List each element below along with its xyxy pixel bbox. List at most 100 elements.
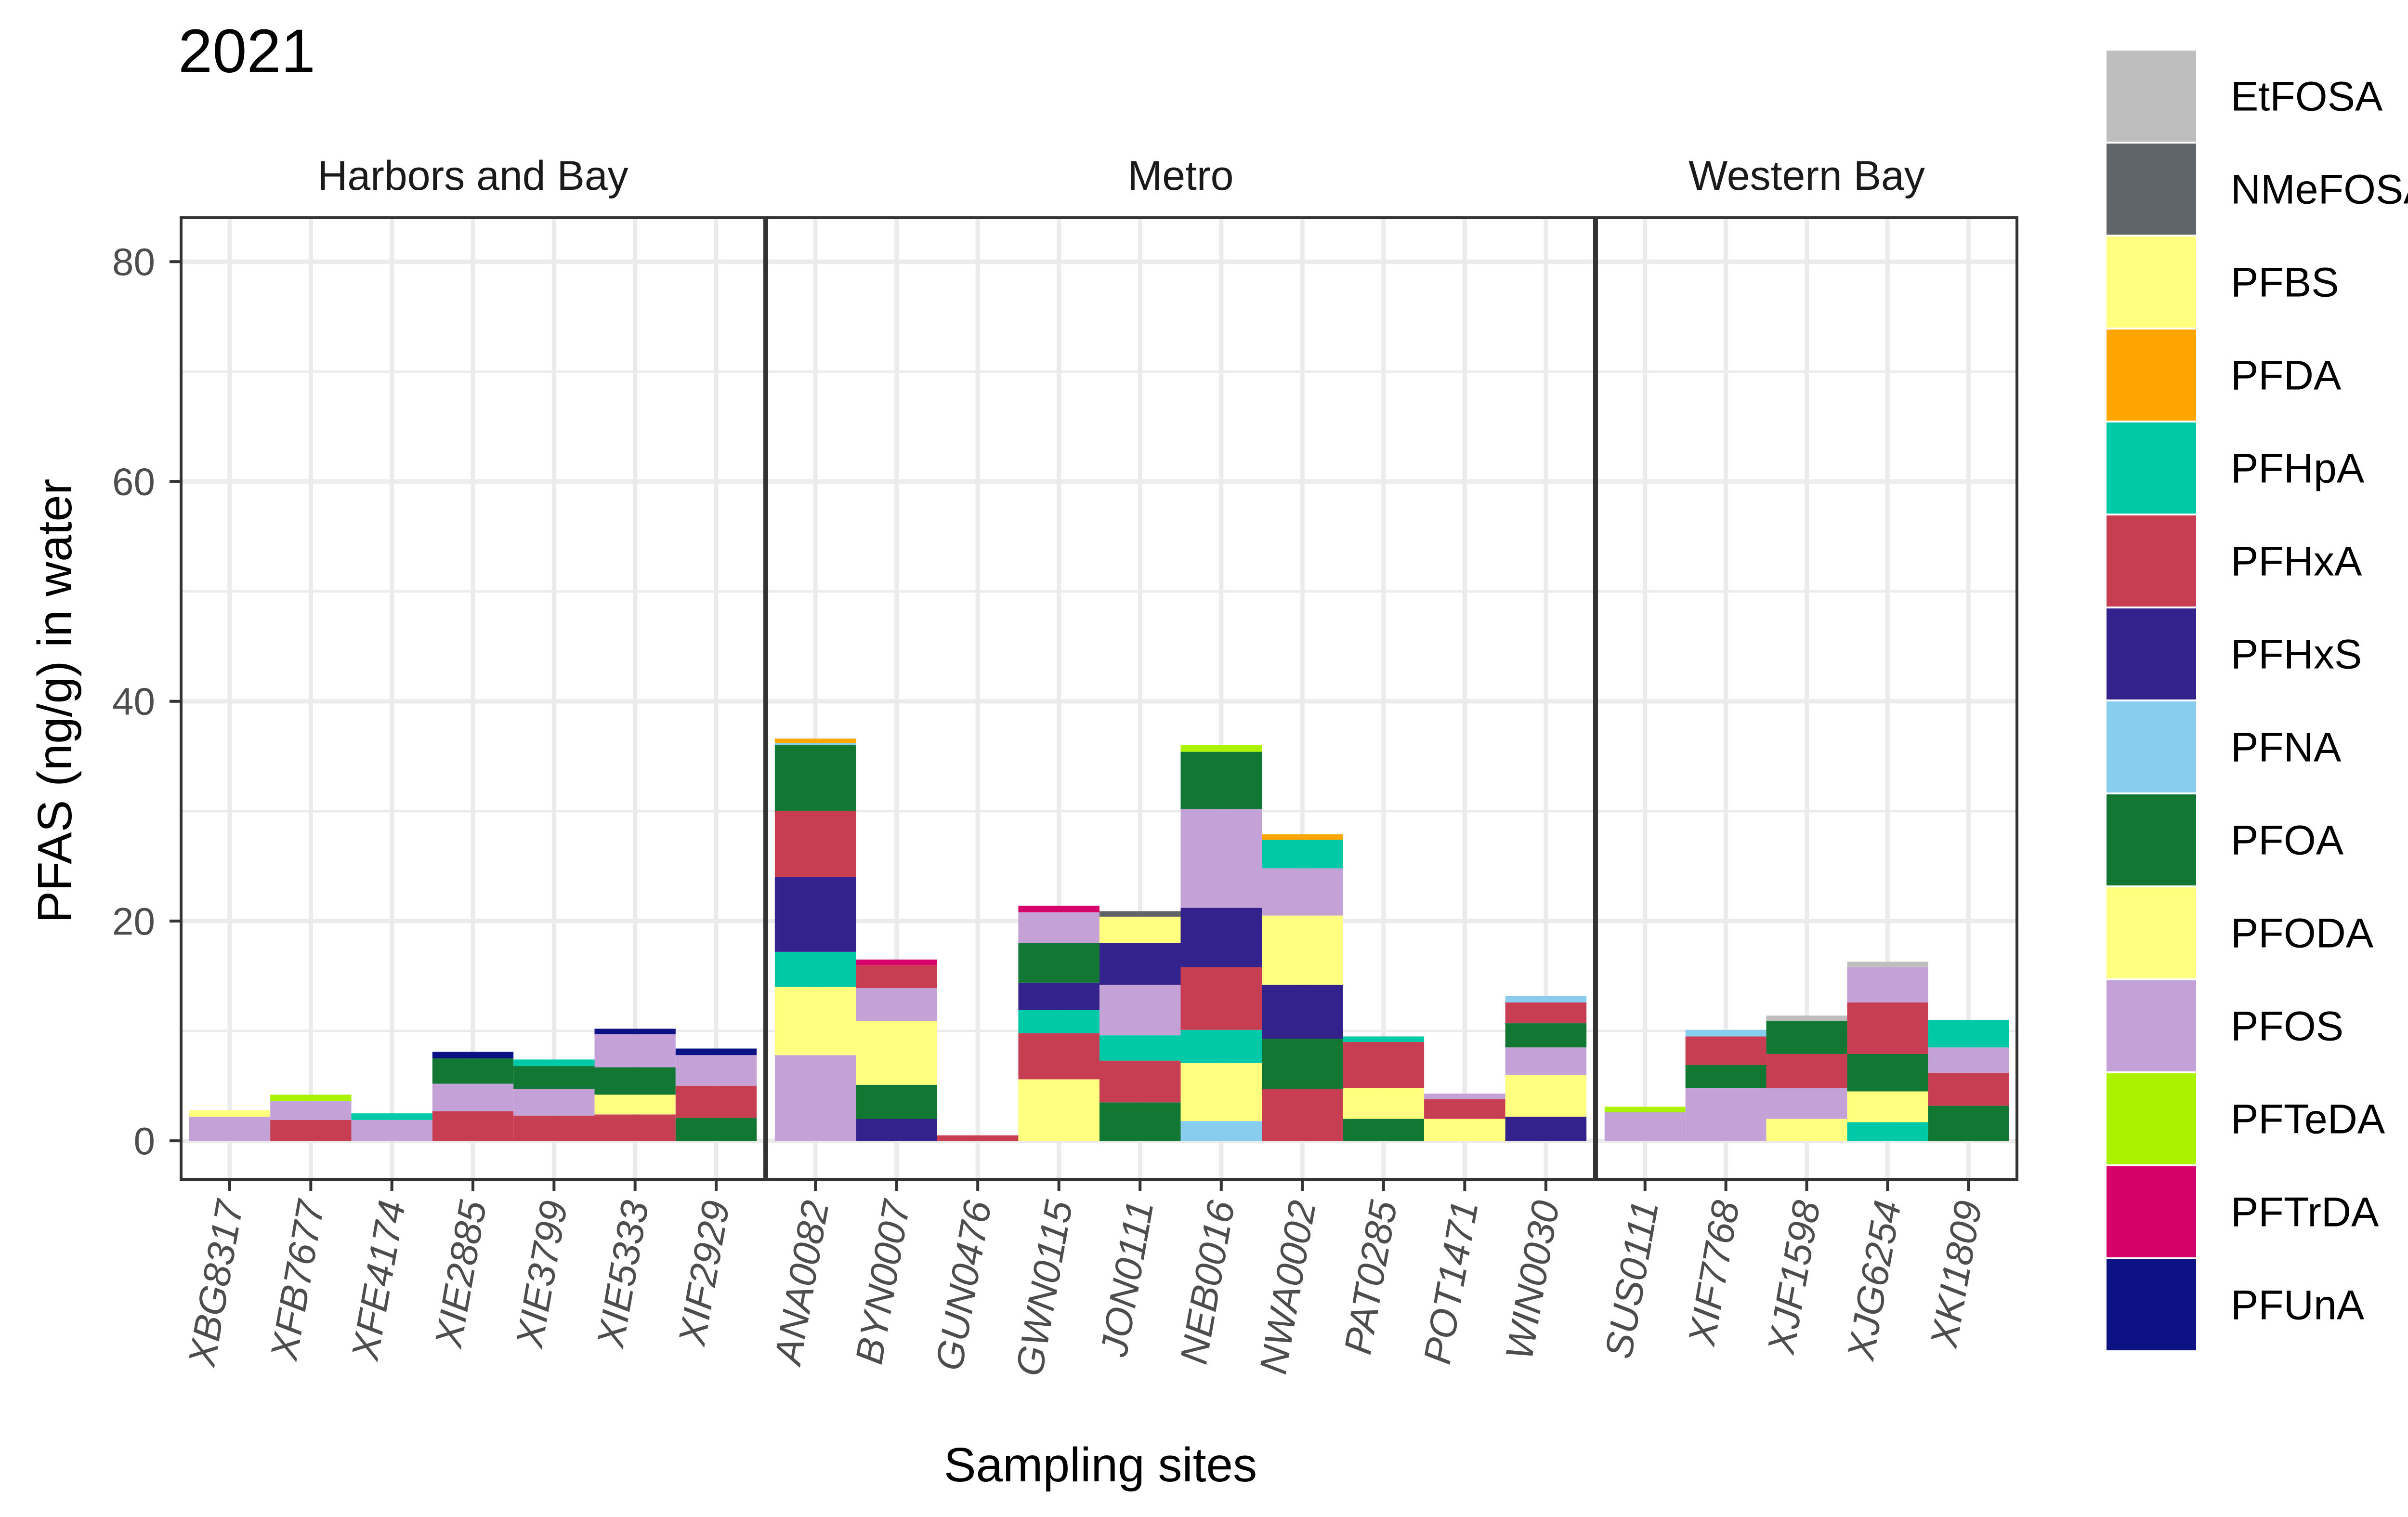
bar-segment xyxy=(1099,916,1181,943)
bar-segment xyxy=(1766,1021,1847,1054)
bar-segment xyxy=(594,1029,676,1034)
bar-segment xyxy=(1180,908,1262,967)
legend-label: EtFOSA xyxy=(2231,74,2383,120)
legend-item: PFBS xyxy=(2105,235,2339,330)
bar-segment xyxy=(1766,1054,1847,1088)
legend-label: PFTrDA xyxy=(2231,1189,2379,1236)
bar-segment xyxy=(774,951,856,987)
facet-strip-label: Harbors and Bay xyxy=(317,153,628,199)
legend-item: PFOS xyxy=(2105,978,2343,1073)
stacked-bar xyxy=(675,1048,757,1141)
bar-segment xyxy=(675,1055,757,1086)
legend-key xyxy=(2105,49,2198,144)
bar-segment xyxy=(1343,1119,1425,1141)
bar-segment xyxy=(1099,943,1181,985)
legend-label: PFNA xyxy=(2231,725,2342,771)
bar-segment xyxy=(1180,745,1262,752)
bar-segment xyxy=(594,1114,676,1141)
legend-key xyxy=(2105,421,2198,515)
bar-segment xyxy=(1099,1035,1181,1061)
bar-segment xyxy=(1604,1107,1686,1112)
bar-segment xyxy=(774,877,856,952)
bar-segment xyxy=(1928,1020,2009,1048)
bar-segment xyxy=(1847,1054,1928,1092)
bar-segment xyxy=(1928,1047,2009,1073)
bar-segment xyxy=(594,1067,676,1095)
stacked-bar xyxy=(351,1113,432,1141)
legend-key xyxy=(2105,885,2198,980)
x-axis-title: Sampling sites xyxy=(944,1438,1257,1492)
bar-segment xyxy=(1180,809,1262,908)
legend-key xyxy=(2105,328,2198,422)
y-tick-label: 20 xyxy=(112,900,155,943)
y-tick-label: 0 xyxy=(134,1120,156,1162)
legend-key xyxy=(2105,1257,2198,1352)
bar-segment xyxy=(774,811,856,877)
bar-segment xyxy=(1505,1002,1587,1024)
bar-segment xyxy=(1424,1119,1505,1141)
bar-segment xyxy=(594,1095,676,1115)
bar-segment xyxy=(937,1135,1019,1141)
bar-segment xyxy=(189,1116,271,1141)
bar-segment xyxy=(856,965,937,989)
bar-segment xyxy=(1685,1088,1767,1141)
legend-item: EtFOSA xyxy=(2105,49,2383,144)
bar-segment xyxy=(351,1120,432,1141)
bar-segment xyxy=(1018,943,1099,983)
bar-segment xyxy=(1847,962,1928,967)
bar-segment xyxy=(1262,868,1343,916)
bar-segment xyxy=(774,745,856,811)
bar-segment xyxy=(1180,752,1262,809)
bar-segment xyxy=(1505,1023,1587,1048)
bar-segment xyxy=(351,1113,432,1120)
stacked-bar xyxy=(513,1059,595,1141)
y-tick-label: 60 xyxy=(112,460,155,503)
bar-segment xyxy=(1262,1089,1343,1141)
legend: EtFOSA NMeFOSA PFBS PFDA PFHpA PFHxA PFHxS PFNA… xyxy=(2105,49,2408,1352)
bar-segment xyxy=(1343,1036,1425,1042)
stacked-bar xyxy=(1847,962,1928,1141)
stacked-bar xyxy=(1766,1016,1847,1141)
stacked-bar xyxy=(774,739,856,1141)
legend-item: PFHxA xyxy=(2105,514,2362,608)
bar-segment xyxy=(1424,1099,1505,1119)
bar-segment xyxy=(774,739,856,743)
bar-segment xyxy=(1505,1075,1587,1117)
bar-segment xyxy=(1766,1119,1847,1141)
stacked-bar xyxy=(189,1110,271,1141)
legend-key xyxy=(2105,514,2198,608)
bar-segment xyxy=(432,1052,514,1059)
bar-segment xyxy=(1262,915,1343,985)
legend-label: PFHxA xyxy=(2231,539,2362,585)
legend-item: PFDA xyxy=(2105,328,2342,422)
stacked-bar xyxy=(1099,911,1181,1141)
legend-key xyxy=(2105,978,2198,1073)
y-axis-title: PFAS (ng/g) in water xyxy=(28,479,82,923)
bar-segment xyxy=(1685,1029,1767,1037)
stacked-bar xyxy=(1262,834,1343,1141)
bar-segment xyxy=(594,1034,676,1068)
stacked-bar xyxy=(1604,1107,1686,1141)
legend-label: PFHxS xyxy=(2231,632,2362,678)
legend-item: PFUnA xyxy=(2105,1257,2365,1352)
bar-segment xyxy=(1685,1036,1767,1065)
stacked-bar xyxy=(1180,745,1262,1141)
bar-segment xyxy=(1847,1091,1928,1122)
legend-item: PFHpA xyxy=(2105,421,2365,515)
stacked-bar xyxy=(1018,905,1099,1141)
legend-item: PFOA xyxy=(2105,792,2344,887)
legend-key xyxy=(2105,235,2198,330)
bar-segment xyxy=(1262,985,1343,1039)
bar-segment xyxy=(1847,1002,1928,1054)
stacked-bar xyxy=(937,1135,1019,1141)
bar-segment xyxy=(1424,1094,1505,1099)
bar-segment xyxy=(1262,840,1343,869)
bar-segment xyxy=(270,1101,352,1120)
bar-segment xyxy=(856,959,937,965)
facet-strip-label: Metro xyxy=(1128,153,1234,199)
bar-segment xyxy=(1343,1042,1425,1088)
bar-segment xyxy=(432,1058,514,1084)
panel-border xyxy=(765,216,1596,1181)
stacked-bar xyxy=(432,1052,514,1141)
